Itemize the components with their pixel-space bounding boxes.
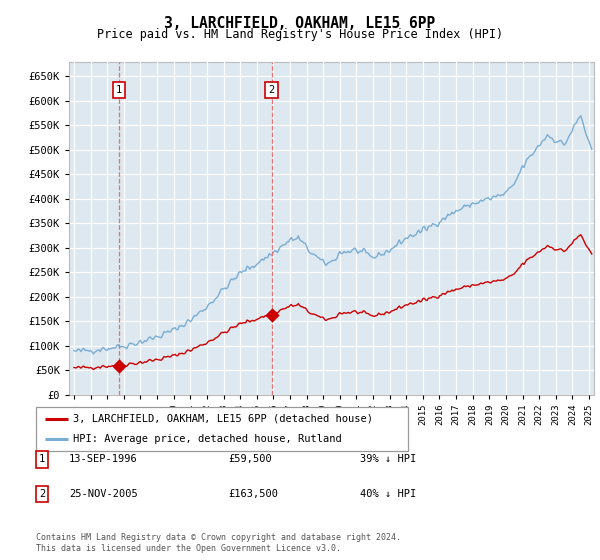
Text: 13-SEP-1996: 13-SEP-1996 bbox=[69, 454, 138, 464]
Text: 2: 2 bbox=[39, 489, 45, 499]
Text: 3, LARCHFIELD, OAKHAM, LE15 6PP: 3, LARCHFIELD, OAKHAM, LE15 6PP bbox=[164, 16, 436, 31]
Point bbox=[267, 310, 277, 319]
Text: 40% ↓ HPI: 40% ↓ HPI bbox=[360, 489, 416, 499]
Text: 39% ↓ HPI: 39% ↓ HPI bbox=[360, 454, 416, 464]
Text: HPI: Average price, detached house, Rutland: HPI: Average price, detached house, Rutl… bbox=[73, 434, 342, 444]
Text: 1: 1 bbox=[116, 85, 122, 95]
Text: 2: 2 bbox=[269, 85, 275, 95]
Text: 25-NOV-2005: 25-NOV-2005 bbox=[69, 489, 138, 499]
FancyBboxPatch shape bbox=[36, 407, 408, 451]
Text: 3, LARCHFIELD, OAKHAM, LE15 6PP (detached house): 3, LARCHFIELD, OAKHAM, LE15 6PP (detache… bbox=[73, 414, 373, 424]
Text: £59,500: £59,500 bbox=[228, 454, 272, 464]
Text: Price paid vs. HM Land Registry's House Price Index (HPI): Price paid vs. HM Land Registry's House … bbox=[97, 28, 503, 41]
Text: 1: 1 bbox=[39, 454, 45, 464]
Text: Contains HM Land Registry data © Crown copyright and database right 2024.
This d: Contains HM Land Registry data © Crown c… bbox=[36, 533, 401, 553]
Text: £163,500: £163,500 bbox=[228, 489, 278, 499]
Point bbox=[114, 361, 124, 370]
